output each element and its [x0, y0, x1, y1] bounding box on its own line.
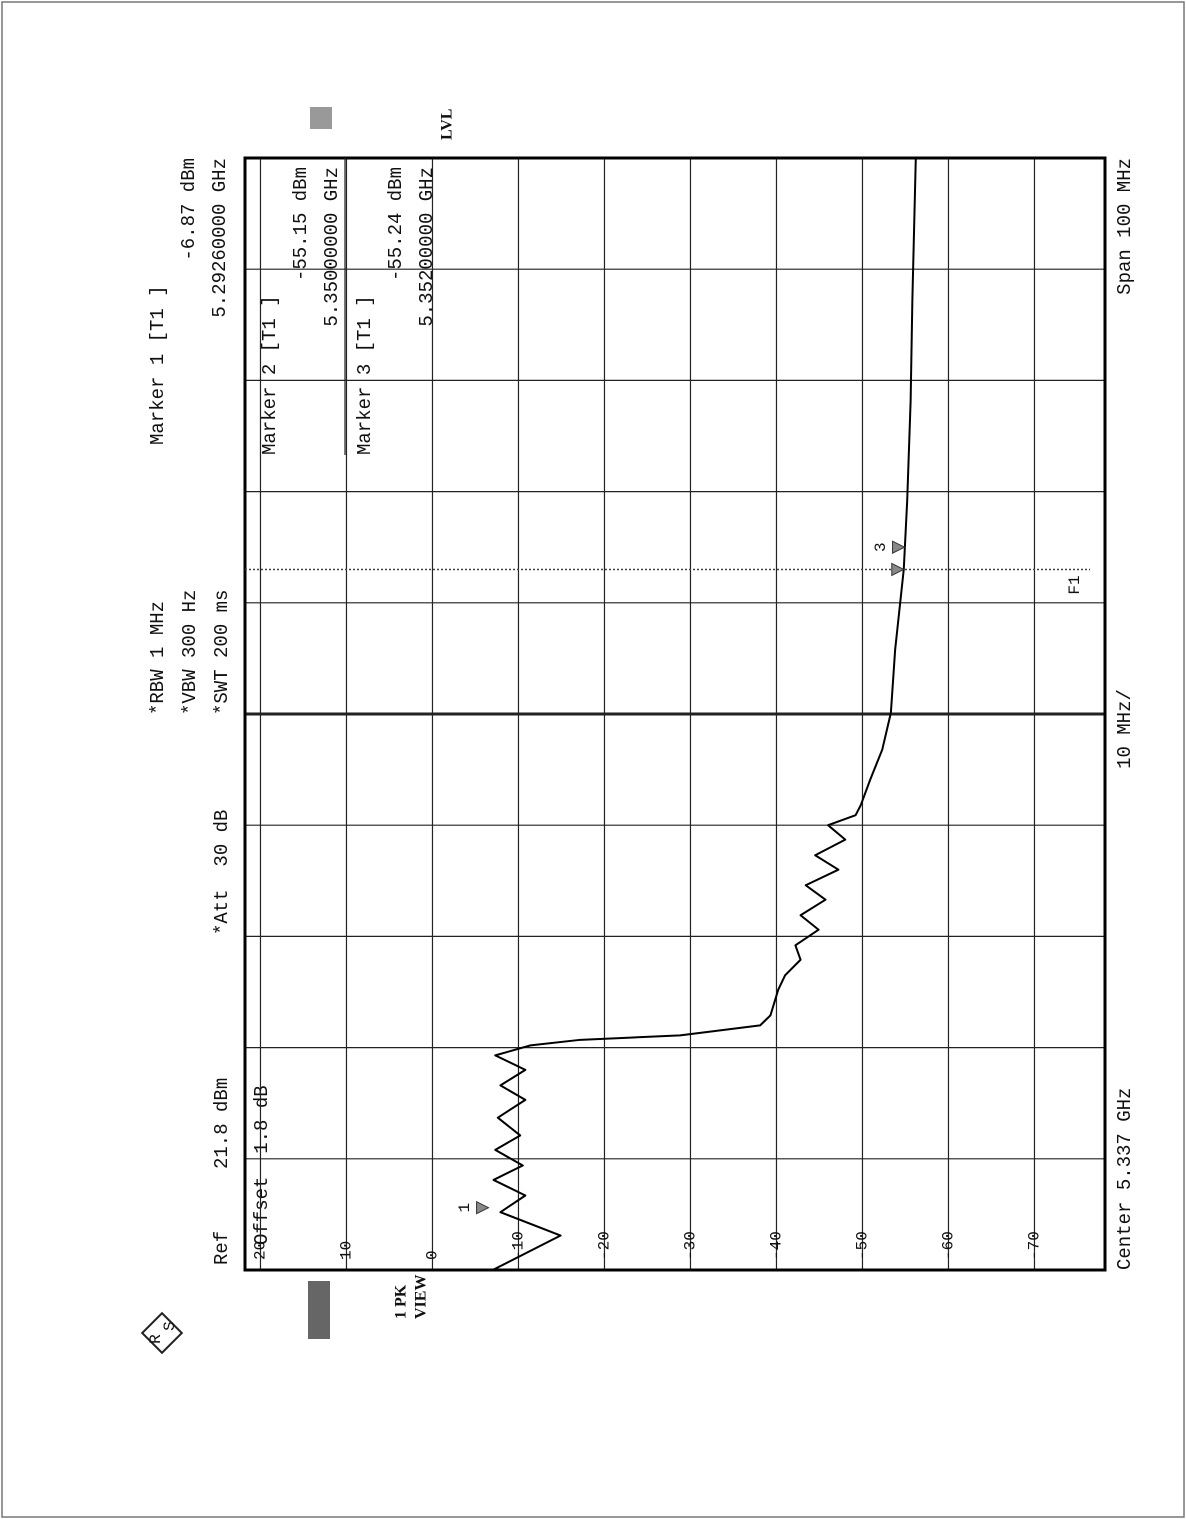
- logo-letter: S: [161, 1321, 179, 1331]
- ref-level: 21.8 dBm: [211, 1078, 233, 1169]
- lvl-label: LVL: [439, 109, 456, 140]
- logo-diamond: [140, 1311, 184, 1355]
- y-tick-label: 10: [338, 1241, 356, 1260]
- ref-label: Ref: [211, 1231, 233, 1265]
- rbw: *RBW 1 MHz: [147, 601, 169, 715]
- marker-freq: 5.35200000 GHz: [416, 167, 438, 327]
- y-tick-label: 0: [424, 1250, 442, 1260]
- marker-title: Marker 2 [T1 ]: [259, 295, 281, 455]
- y-tick-label: -30: [682, 1231, 700, 1260]
- trace-badge: [310, 107, 332, 129]
- rotated-display: Ref 21.8 dBm *Att 30 dB *RBW 1 MHz *VBW …: [140, 107, 1136, 1355]
- marker-title: Marker 3 [T1 ]: [354, 295, 376, 455]
- trace-label: 1 PK: [393, 1284, 410, 1319]
- marker-tag: 3: [872, 542, 890, 552]
- marker-tag: 1: [456, 1203, 474, 1213]
- trace-line: [492, 157, 917, 1271]
- marker-freq: 5.29260000 GHz: [209, 158, 231, 318]
- marker-level: -55.24 dBm: [385, 167, 407, 281]
- marker-level: -55.15 dBm: [290, 167, 312, 281]
- status-badge: [308, 1281, 330, 1339]
- plot-frame: [243, 156, 1107, 1272]
- y-tick-label: -40: [768, 1231, 786, 1260]
- marker-symbol: [476, 1200, 490, 1215]
- y-tick-label: -20: [596, 1231, 614, 1260]
- y-tick-label: -50: [854, 1231, 872, 1260]
- marker-level: -6.87 dBm: [178, 158, 200, 261]
- span: Span 100 MHz: [1114, 158, 1136, 295]
- y-tick-label: 20: [252, 1241, 270, 1260]
- offset: Offset 1.8 dB: [251, 1085, 273, 1245]
- marker-symbol: [892, 540, 906, 555]
- y-tick-label: -70: [1026, 1231, 1044, 1260]
- logo: R S: [140, 1311, 184, 1355]
- y-tick-label: -60: [940, 1231, 958, 1260]
- vbw: *VBW 300 Hz: [179, 590, 201, 715]
- per-div: 10 MHz/: [1114, 689, 1136, 769]
- att: *Att 30 dB: [211, 810, 233, 935]
- view-label: VIEW: [413, 1275, 430, 1319]
- center: Center 5.337 GHz: [1114, 1088, 1136, 1270]
- marker-freq: 5.35000000 GHz: [321, 167, 343, 327]
- f1-label: F1: [1066, 575, 1084, 594]
- swt: *SWT 200 ms: [211, 590, 233, 715]
- marker-symbol: [891, 562, 905, 577]
- logo-letter: R: [147, 1334, 165, 1344]
- y-tick-label: -10: [510, 1231, 528, 1260]
- marker-title: Marker 1 [T1 ]: [147, 285, 169, 445]
